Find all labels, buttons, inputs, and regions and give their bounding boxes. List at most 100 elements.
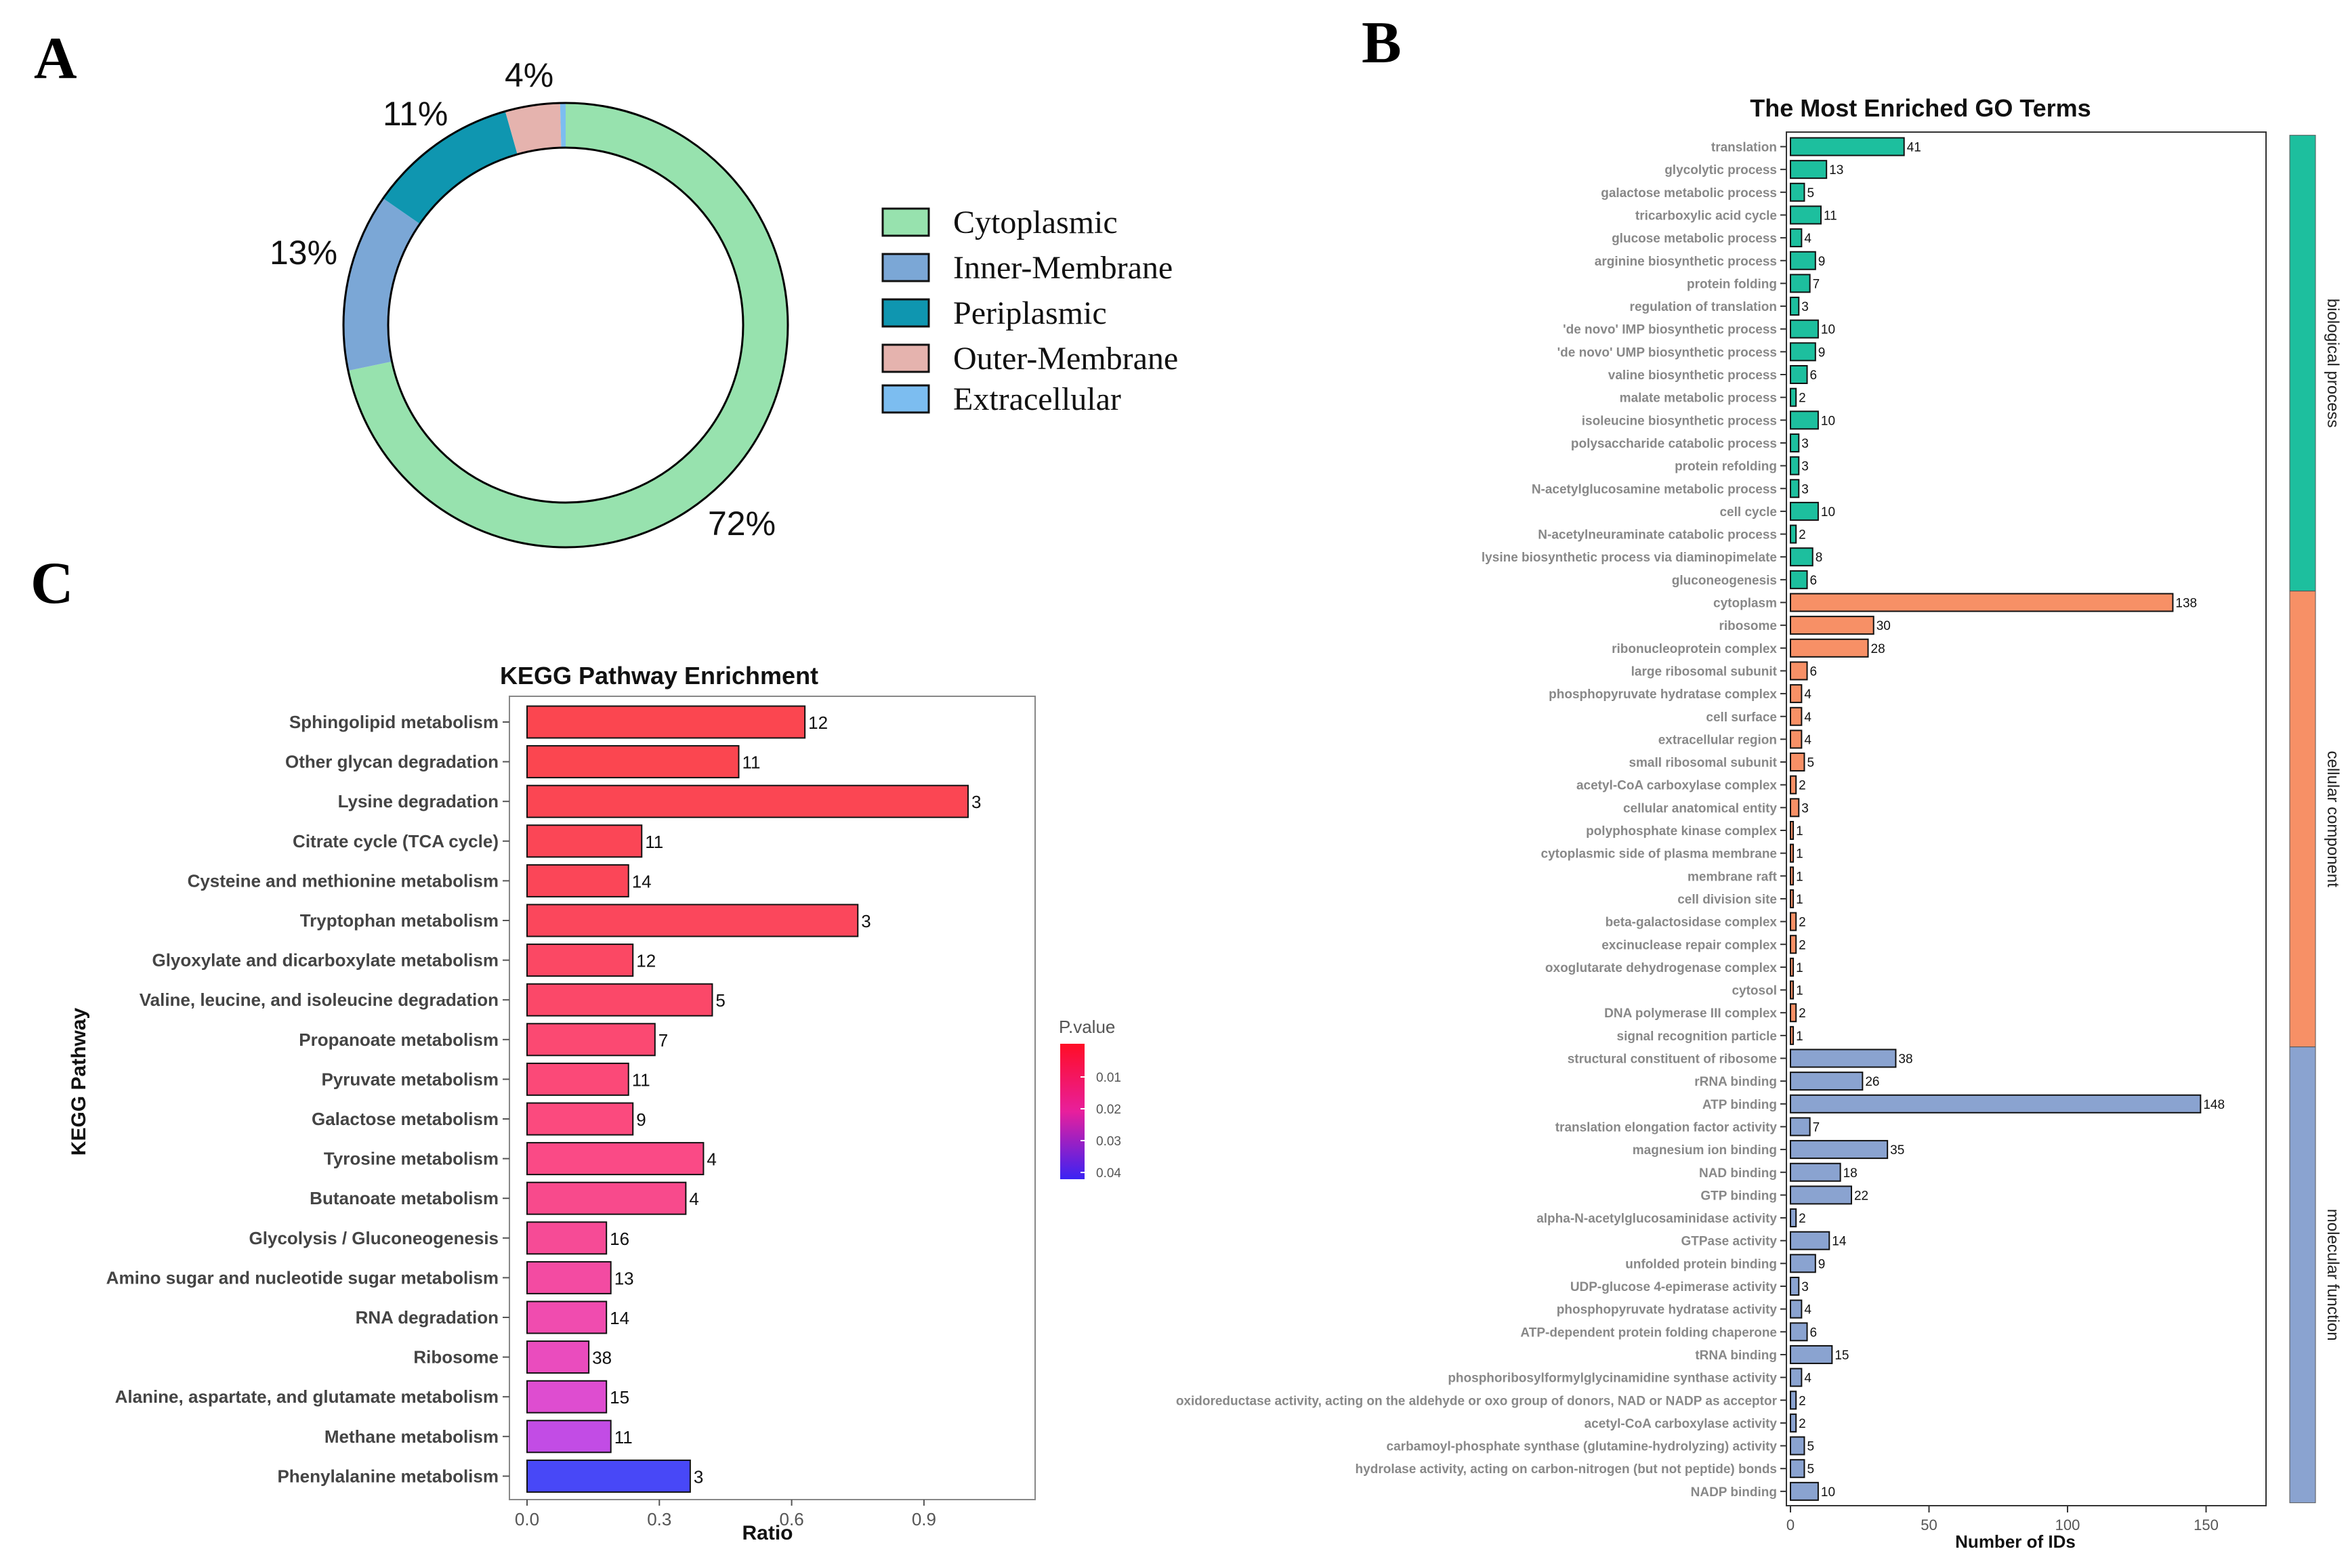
go-term-label: N-acetylglucosamine metabolic process	[1532, 482, 1777, 496]
go-bar-tricarboxylic-acid-cycle	[1790, 205, 1822, 225]
go-bar-acetyl-coa-carboxylase-activity	[1790, 1413, 1797, 1433]
kegg-bar-ribosome	[526, 1340, 590, 1374]
kegg-bar-galactose-metabolism	[526, 1102, 634, 1136]
kegg-bar-count: 11	[614, 1427, 633, 1447]
go-bar-value: 13	[1829, 163, 1843, 177]
go-term-label: regulation of translation	[1630, 300, 1777, 314]
go-bar-beta-galactosidase-complex	[1790, 912, 1797, 931]
go-bar-value: 5	[1807, 1462, 1814, 1477]
go-bar-extracellular-region	[1790, 729, 1803, 749]
go-bar-value: 41	[1907, 141, 1921, 155]
go-bar-value: 4	[1804, 232, 1811, 246]
pvalue-tick-label: 0.03	[1096, 1135, 1121, 1149]
go-bar-carbamoyl-phosphate-synthase-glutamine-hydrolyzing-activity	[1790, 1436, 1805, 1456]
go-term-label: protein folding	[1687, 277, 1777, 291]
go-bar-cell-surface	[1790, 706, 1803, 726]
go-bar-valine-biosynthetic-process	[1790, 365, 1808, 384]
legend-swatch-extracellular	[881, 384, 930, 414]
kegg-pathway-label: Propanoate metabolism	[299, 1030, 499, 1050]
go-bar-arginine-biosynthetic-process	[1790, 251, 1816, 270]
go-bar-value: 3	[1801, 801, 1809, 815]
go-term-label: unfolded protein binding	[1625, 1257, 1777, 1271]
kegg-pathway-label: Phenylalanine metabolism	[277, 1466, 499, 1486]
kegg-bar-lysine-degradation	[526, 784, 969, 818]
kegg-bar-count: 4	[689, 1189, 698, 1209]
go-bar-value: 10	[1821, 505, 1835, 520]
go-term-label: cytosol	[1732, 984, 1777, 998]
kegg-bar-tryptophan-metabolism	[526, 904, 859, 937]
kegg-bar-rna-degradation	[526, 1300, 608, 1334]
go-plot-frame	[1786, 131, 2267, 1506]
go-bar-value: 4	[1804, 1372, 1811, 1386]
go-bar-value: 1	[1796, 893, 1803, 907]
legend-swatch-periplasmic	[881, 298, 930, 328]
legend-label-extracellular: Extracellular	[953, 381, 1121, 417]
go-bar-unfolded-protein-binding	[1790, 1254, 1816, 1273]
kegg-bar-count: 15	[610, 1387, 629, 1407]
go-bar-value: 2	[1799, 1007, 1806, 1021]
kegg-bar-count: 9	[636, 1109, 646, 1130]
go-bar-value: 1	[1796, 961, 1803, 975]
kegg-pathway-label: Sphingolipid metabolism	[289, 712, 499, 732]
go-bar-value: 9	[1818, 255, 1826, 269]
kegg-bar-other-glycan-degradation	[526, 745, 740, 779]
go-bar-n-acetylneuraminate-catabolic-process	[1790, 524, 1797, 544]
kegg-pathway-label: Methane metabolism	[324, 1426, 499, 1447]
go-facet-label-cellular-component: cellular component	[2324, 750, 2342, 887]
pvalue-tick-label: 0.04	[1096, 1166, 1121, 1181]
slice-label-inner-membrane: 13%	[270, 234, 337, 272]
go-bar-cytoplasm	[1790, 593, 2174, 612]
kegg-pathway-label: Citrate cycle (TCA cycle)	[293, 831, 499, 851]
kegg-bar-count: 13	[614, 1268, 634, 1288]
go-bar-value: 148	[2203, 1098, 2225, 1112]
go-bar-rrna-binding	[1790, 1072, 1864, 1091]
kegg-pathway-label: Tryptophan metabolism	[300, 910, 499, 931]
kegg-bar-propanoate-metabolism	[526, 1023, 656, 1057]
pvalue-legend-title: P.value	[1059, 1017, 1115, 1037]
go-bar-value: 2	[1799, 1212, 1806, 1226]
go-term-label: arginine biosynthetic process	[1595, 255, 1777, 269]
go-facet-label-molecular-function: molecular function	[2324, 1209, 2342, 1341]
go-term-label: N-acetylneuraminate catabolic process	[1538, 528, 1777, 543]
kegg-pathway-label: Lysine degradation	[338, 791, 499, 811]
pvalue-legend: P.value 0.01 0.02 0.03 0.04	[1059, 1017, 1121, 1181]
kegg-bar-count: 12	[636, 951, 656, 971]
kegg-pathway-label: Galactose metabolism	[312, 1109, 499, 1129]
go-term-label: glycolytic process	[1664, 163, 1777, 177]
kegg-bar-glyoxylate-and-dicarboxylate-metabolism	[526, 944, 634, 977]
go-term-label: acetyl-CoA carboxylase activity	[1585, 1417, 1778, 1431]
go-bar-ribosome	[1790, 616, 1874, 635]
go-term-label: oxoglutarate dehydrogenase complex	[1545, 961, 1778, 975]
pvalue-tick-label: 0.02	[1096, 1103, 1121, 1117]
go-bar-value: 2	[1799, 391, 1806, 406]
go-term-label: large ribosomal subunit	[1631, 664, 1778, 679]
go-bar-phosphopyruvate-hydratase-activity	[1790, 1299, 1803, 1319]
go-bar-value: 1	[1796, 1030, 1803, 1044]
kegg-x-tick-label: 0.6	[780, 1509, 804, 1529]
go-term-label: lysine biosynthetic process via diaminop…	[1482, 551, 1777, 565]
go-bar-cytosol	[1790, 980, 1795, 1000]
go-bar-value: 6	[1810, 664, 1818, 679]
go-bar-value: 8	[1816, 551, 1823, 565]
go-bar-value: 26	[1865, 1075, 1879, 1089]
kegg-y-axis-label: KEGG Pathway	[68, 1007, 90, 1156]
go-bar-value: 5	[1807, 756, 1814, 770]
go-term-label: 'de novo' UMP biosynthetic process	[1557, 345, 1777, 360]
go-term-label: cytoplasmic side of plasma membrane	[1541, 847, 1777, 862]
go-bar-value: 10	[1821, 1485, 1835, 1500]
legend-label-outer-membrane: Outer-Membrane	[953, 341, 1178, 377]
go-term-label: translation elongation factor activity	[1555, 1120, 1778, 1135]
kegg-chart-title: KEGG Pathway Enrichment	[500, 662, 818, 690]
go-bar-glucose-metabolic-process	[1790, 228, 1803, 248]
go-bar-value: 2	[1799, 528, 1806, 543]
go-bar-value: 9	[1818, 345, 1826, 360]
go-bar-value: 9	[1818, 1257, 1826, 1271]
kegg-pathway-label: Alanine, aspartate, and glutamate metabo…	[115, 1386, 499, 1407]
go-bar-value: 1	[1796, 984, 1803, 998]
go-bar-protein-folding	[1790, 274, 1811, 293]
go-bar-lysine-biosynthetic-process-via-diaminopimelate	[1790, 547, 1814, 567]
kegg-bar-sphingolipid-metabolism	[526, 705, 806, 739]
go-bar-cell-cycle	[1790, 501, 1819, 521]
go-bar-translation-elongation-factor-activity	[1790, 1117, 1811, 1137]
